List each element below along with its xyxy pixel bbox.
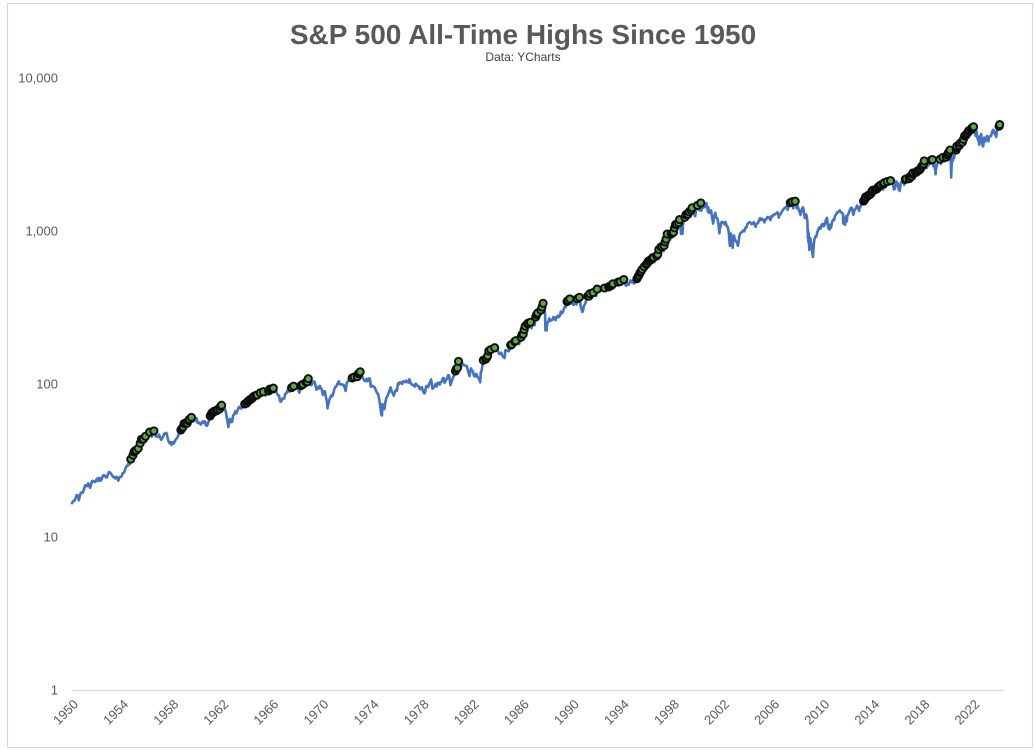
ath-marker: [995, 120, 1005, 130]
ath-marker: [268, 383, 278, 393]
ath-marker: [289, 381, 299, 391]
chart-title: S&P 500 All-Time Highs Since 1950: [290, 19, 756, 50]
ath-markers: [126, 120, 1005, 464]
ath-marker: [565, 294, 575, 304]
ath-marker: [490, 343, 500, 353]
ath-marker: [149, 426, 159, 436]
y-tick-label: 100: [36, 377, 58, 392]
ath-marker: [538, 298, 548, 308]
ath-marker: [969, 122, 979, 132]
ath-marker: [886, 176, 896, 186]
y-tick-label: 10: [44, 530, 58, 545]
y-axis-labels: 1 10 100 1,000 10,000: [18, 71, 58, 698]
y-tick-label: 1,000: [25, 224, 58, 239]
ath-marker: [927, 155, 937, 165]
ath-marker: [453, 356, 464, 366]
ath-marker: [619, 274, 629, 285]
y-tick-label: 10,000: [18, 71, 58, 86]
y-tick-label: 1: [51, 683, 58, 698]
chart-frame: [6, 2, 1034, 749]
ath-marker: [355, 367, 365, 377]
ath-marker: [525, 317, 536, 327]
ath-marker: [696, 198, 706, 208]
ath-marker: [790, 196, 800, 206]
ath-marker: [186, 412, 196, 422]
ath-marker: [217, 400, 227, 410]
ath-marker: [574, 292, 584, 302]
ath-marker: [303, 374, 313, 384]
ath-marker: [592, 284, 602, 294]
chart-subtitle: Data: YCharts: [485, 50, 560, 64]
